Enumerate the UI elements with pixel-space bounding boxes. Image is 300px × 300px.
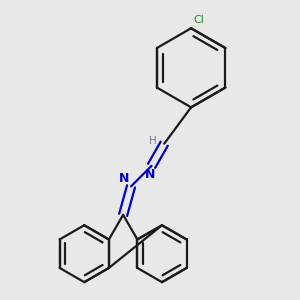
Text: H: H (148, 136, 156, 146)
Text: Cl: Cl (194, 15, 205, 25)
Text: N: N (119, 172, 129, 185)
Text: N: N (145, 168, 155, 181)
